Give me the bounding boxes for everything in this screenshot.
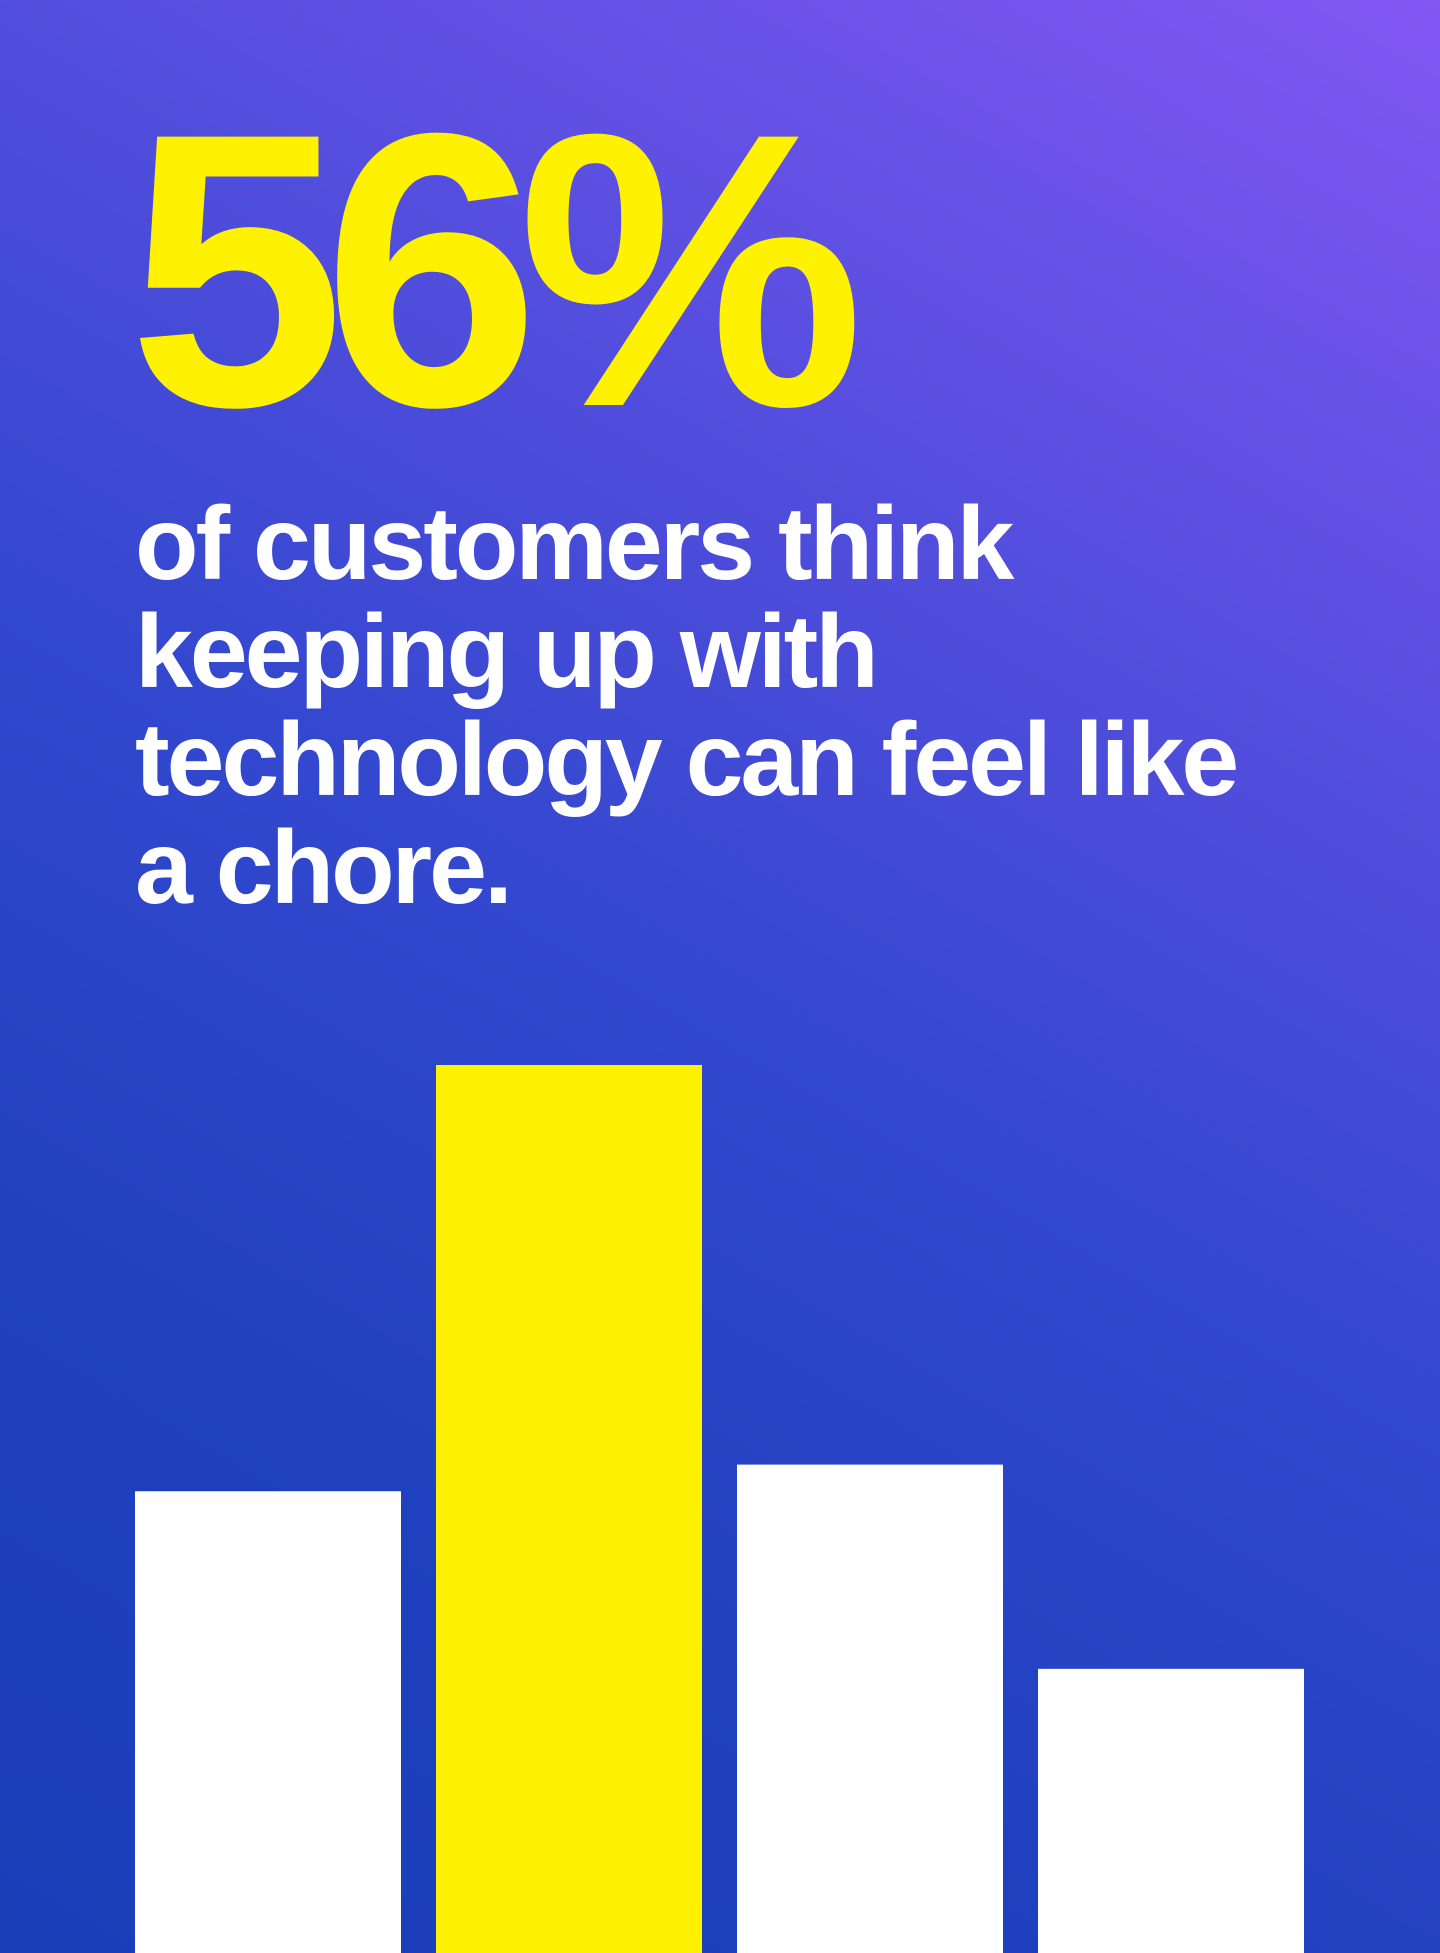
headline-stat: 56% — [128, 52, 865, 488]
headline-caption: of customers think keeping up with techn… — [135, 486, 1239, 926]
bar — [1038, 1668, 1304, 1953]
bar — [135, 1491, 401, 1953]
bar-highlight — [436, 1065, 702, 1953]
bar-chart — [135, 1065, 1304, 1953]
bar — [737, 1464, 1003, 1953]
